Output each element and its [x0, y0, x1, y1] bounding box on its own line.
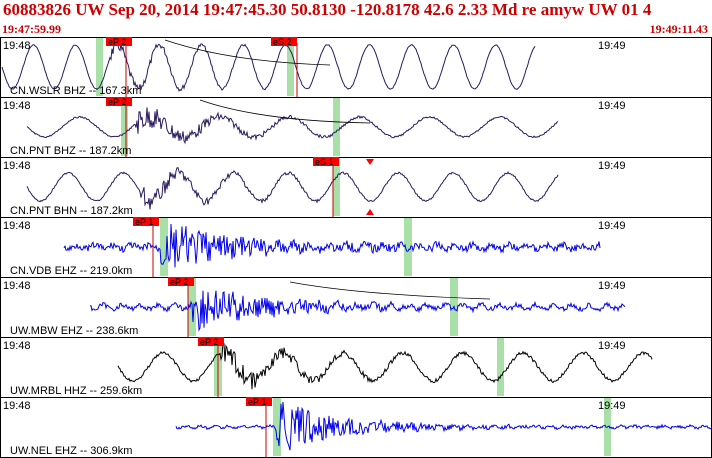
station-label: CN.PNT BHN -- 187.2km [10, 205, 133, 217]
station-label: UW.MBW EHZ -- 238.6km [10, 325, 138, 337]
event-header: 60883826 UW Sep 20, 2014 19:47:45.30 50.… [3, 0, 652, 19]
station-label: UW.MRBL HHZ -- 259.6km [10, 385, 142, 397]
pick-flag-label: eS 2 [273, 37, 292, 47]
waveform-trace [89, 290, 626, 332]
waveform-trace [175, 401, 712, 451]
pick-window [96, 38, 103, 96]
pick-flag-label: eP 2 [108, 37, 126, 47]
pick-flag[interactable] [168, 277, 194, 286]
station-label: CN.WSLR BHZ -- 167.3km [10, 85, 141, 97]
time-tick-left: 19:48 [3, 280, 31, 292]
time-tick-left: 19:48 [3, 100, 31, 112]
pick-flag-label: eP 2 [200, 337, 218, 347]
travel-time-curve [289, 281, 491, 300]
pick-flag[interactable] [106, 97, 132, 106]
pick-window [121, 98, 128, 156]
pick-window [333, 158, 340, 216]
waveform-trace [63, 223, 601, 268]
travel-time-curve [199, 99, 371, 124]
pick-window [404, 218, 412, 276]
pick-flag-label: eP 1 [135, 217, 153, 227]
time-tick-left: 19:48 [3, 400, 31, 412]
pick-flag[interactable] [246, 397, 272, 406]
pick-window [333, 98, 340, 156]
time-tick-right: 19:49 [598, 220, 626, 232]
waveform-trace [26, 167, 559, 210]
time-tick-right: 19:49 [598, 340, 626, 352]
pick-window [160, 218, 168, 276]
pick-flag[interactable] [133, 217, 159, 226]
pick-flag[interactable] [198, 337, 224, 346]
time-tick-right: 19:49 [598, 100, 626, 112]
pick-flag-label: eS 1 [315, 157, 334, 167]
time-tick-left: 19:48 [3, 40, 31, 52]
time-tick-left: 19:48 [3, 160, 31, 172]
waveform-trace [26, 107, 559, 145]
pick-flag-label: eP 2 [170, 277, 188, 287]
pick-window [287, 38, 294, 96]
time-tick-left: 19:48 [3, 220, 31, 232]
window-end-time: 19:49:11.43 [649, 22, 708, 36]
time-tick-left: 19:48 [3, 340, 31, 352]
time-tick-right: 19:49 [598, 40, 626, 52]
seismogram-panel[interactable]: 19:48 19:49 eP 2 eS 2 CN.WSLR BHZ -- 167.3km… [0, 37, 712, 458]
pick-flag-label: eP 2 [108, 97, 126, 107]
waveform-trace [1, 38, 536, 92]
arrival-triangle [366, 159, 374, 165]
pick-flag-label: eP 1 [248, 397, 266, 407]
time-tick-right: 19:49 [598, 160, 626, 172]
pick-flag[interactable] [106, 37, 132, 46]
travel-time-curve [164, 39, 331, 66]
time-tick-right: 19:49 [598, 400, 626, 412]
arrival-triangle [366, 209, 374, 215]
pick-flag[interactable] [271, 37, 297, 46]
station-label: CN.VDB EHZ -- 219.0km [10, 265, 132, 277]
window-start-time: 19:47:59.99 [2, 22, 61, 36]
waveform-trace [117, 339, 653, 390]
station-label: CN.PNT BHZ -- 187.2km [10, 145, 131, 157]
station-label: UW.NEL EHZ -- 306.9km [10, 445, 132, 457]
time-tick-right: 19:49 [598, 280, 626, 292]
pick-window [497, 338, 504, 396]
pick-window [273, 398, 281, 456]
pick-flag[interactable] [313, 157, 339, 166]
